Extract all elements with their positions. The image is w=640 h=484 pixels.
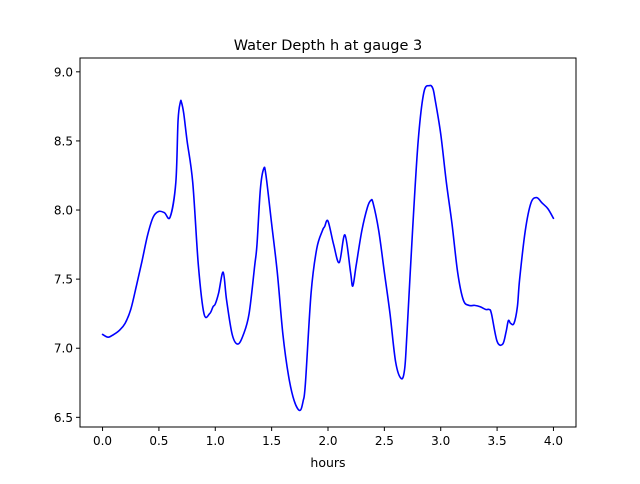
x-tick-label: 1.0 [206,434,225,448]
x-tick-label: 0.5 [149,434,168,448]
x-tick-label: 3.0 [431,434,450,448]
series-line-0 [101,84,555,412]
plot-area-frame [79,57,577,428]
y-tick-label: 8.0 [54,204,73,218]
y-tick-label: 7.0 [54,342,73,356]
x-tick-label: 2.5 [375,434,394,448]
y-tick-label: 7.5 [54,273,73,287]
y-tick-label: 6.5 [54,411,73,425]
y-tick-label: 9.0 [54,65,73,79]
y-tick-label: 8.5 [54,134,73,148]
x-tick-label: 0.0 [93,434,112,448]
x-tick-label: 3.5 [488,434,507,448]
x-tick-label: 1.5 [262,434,281,448]
x-axis-label: hours [310,455,345,470]
x-tick-label: 2.0 [318,434,337,448]
chart-title: Water Depth h at gauge 3 [234,38,422,54]
x-axis: 0.0 0.5 1.0 1.5 2.0 2.5 3.0 3.5 4.0 [93,427,563,448]
y-axis: 6.5 7.0 7.5 8.0 8.5 9.0 [54,65,80,425]
x-tick-label: 4.0 [544,434,563,448]
series-layer [101,84,555,412]
